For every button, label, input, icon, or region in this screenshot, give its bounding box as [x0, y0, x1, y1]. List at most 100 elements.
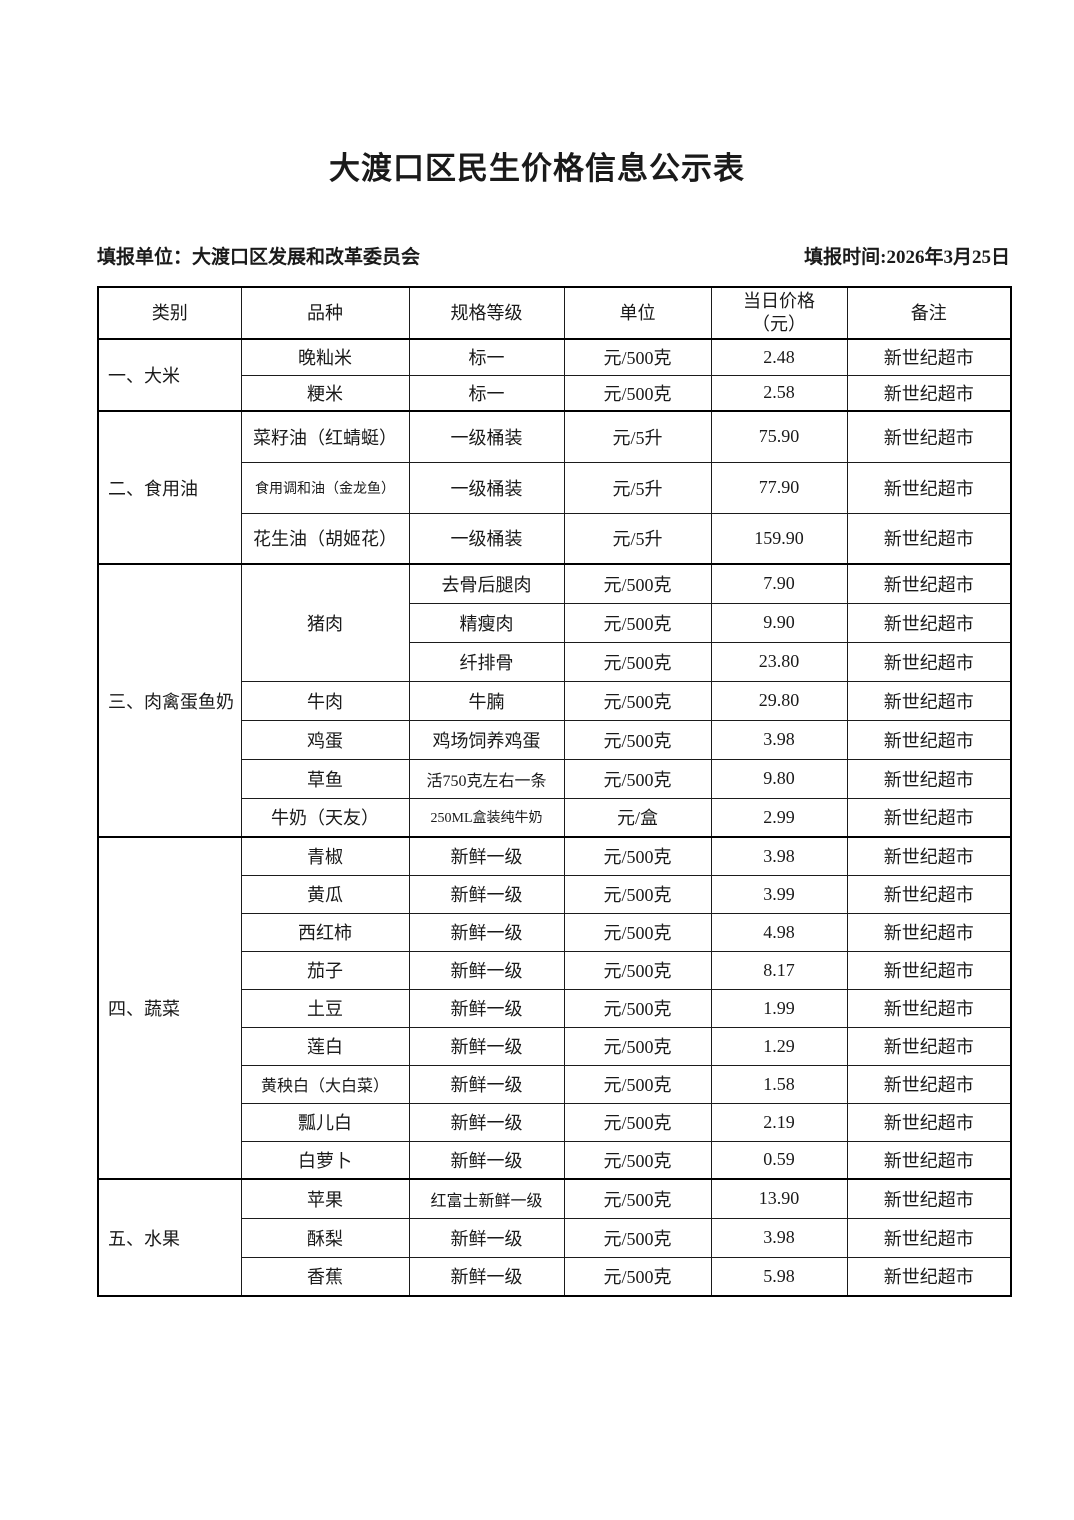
unit-cell: 元/500克: [563, 874, 712, 914]
report-time: 填报时间:2026年3月25日: [804, 247, 1010, 268]
table-row: 五、水果 苹果 红富士新鲜一级 元/500克 13.90 新世纪超市: [97, 1178, 1012, 1297]
unit-cell: 元/500克: [563, 1217, 712, 1258]
price-cell: 0.59: [710, 1140, 848, 1180]
unit-cell: 元/500克: [563, 1064, 712, 1104]
note-cell: 新世纪超市: [846, 641, 1012, 682]
price-cell: 2.58: [710, 374, 848, 412]
table-row: 精瘦肉 元/500克 9.90 新世纪超市: [98, 602, 1012, 643]
variety-cell: 黄秧白（大白菜）: [240, 1064, 410, 1104]
spec-cell: 新鲜一级: [408, 912, 565, 952]
table-row: 瓢儿白 新鲜一级 元/500克 2.19 新世纪超市: [98, 1102, 1012, 1142]
note-cell: 新世纪超市: [846, 719, 1012, 760]
price-cell: 7.90: [710, 563, 848, 604]
note-cell: 新世纪超市: [846, 680, 1012, 721]
spec-cell: 新鲜一级: [408, 1064, 565, 1104]
note-cell: 新世纪超市: [846, 1064, 1012, 1104]
table-row: 莲白 新鲜一级 元/500克 1.29 新世纪超市: [98, 1026, 1012, 1066]
variety-cell: 食用调和油（金龙鱼）: [240, 461, 410, 514]
price-cell: 9.90: [710, 602, 848, 643]
spec-cell: 精瘦肉: [408, 602, 565, 643]
table-row: 鸡蛋 鸡场饲养鸡蛋 元/500克 3.98 新世纪超市: [98, 719, 1012, 760]
price-cell: 1.58: [710, 1064, 848, 1104]
price-cell: 2.99: [710, 797, 848, 838]
unit-cell: 元/500克: [563, 641, 712, 682]
unit-cell: 元/500克: [563, 950, 712, 990]
table-row: 茄子 新鲜一级 元/500克 8.17 新世纪超市: [98, 950, 1012, 990]
variety-cell: 草鱼: [240, 758, 410, 799]
price-cell: 159.90: [710, 512, 848, 565]
category-cell: 二、食用油: [97, 410, 242, 565]
price-cell: 2.19: [710, 1102, 848, 1142]
variety-cell: 花生油（胡姬花）: [240, 512, 410, 565]
note-cell: 新世纪超市: [846, 988, 1012, 1028]
unit-cell: 元/500克: [563, 1026, 712, 1066]
unit-cell: 元/500克: [563, 719, 712, 760]
note-cell: 新世纪超市: [846, 950, 1012, 990]
unit-cell: 元/500克: [563, 338, 712, 376]
table-row: 牛肉 牛腩 元/500克 29.80 新世纪超市: [98, 680, 1012, 721]
unit-cell: 元/500克: [563, 680, 712, 721]
table-row: 二、食用油 菜籽油（红蜻蜓） 一级桶装 元/5升 75.90 新世纪超市: [97, 410, 1012, 565]
spec-cell: 鸡场饲养鸡蛋: [408, 719, 565, 760]
unit-cell: 元/500克: [563, 758, 712, 799]
note-cell: 新世纪超市: [846, 374, 1012, 412]
table-row: 食用调和油（金龙鱼） 一级桶装 元/5升 77.90 新世纪超市: [98, 461, 1012, 514]
unit-cell: 元/500克: [563, 563, 712, 604]
note-cell: 新世纪超市: [846, 912, 1012, 952]
price-cell: 3.99: [710, 874, 848, 914]
spec-cell: 红富士新鲜一级: [408, 1178, 565, 1219]
spec-cell: 纤排骨: [408, 641, 565, 682]
unit-cell: 元/500克: [563, 912, 712, 952]
price-cell: 5.98: [710, 1256, 848, 1297]
price-cell: 1.99: [710, 988, 848, 1028]
variety-cell: 牛肉: [240, 680, 410, 721]
category-cell: 四、蔬菜: [97, 836, 242, 1180]
unit-cell: 元/5升: [563, 410, 712, 463]
spec-cell: 去骨后腿肉: [408, 563, 565, 604]
category-cell: 五、水果: [97, 1178, 242, 1297]
note-cell: 新世纪超市: [846, 1026, 1012, 1066]
spec-cell: 新鲜一级: [408, 1217, 565, 1258]
table-row: 牛奶（天友） 250ML盒装纯牛奶 元/盒 2.99 新世纪超市: [98, 797, 1012, 838]
note-cell: 新世纪超市: [846, 758, 1012, 799]
spec-cell: 新鲜一级: [408, 1026, 565, 1066]
variety-cell: 猪肉: [240, 563, 410, 682]
variety-cell: 香蕉: [240, 1256, 410, 1297]
note-cell: 新世纪超市: [846, 461, 1012, 514]
table-row: 西红柿 新鲜一级 元/500克 4.98 新世纪超市: [98, 912, 1012, 952]
spec-cell: 标一: [408, 374, 565, 412]
table-row: 四、蔬菜 青椒 新鲜一级 元/500克 3.98 新世纪超市: [97, 836, 1012, 1180]
unit-cell: 元/500克: [563, 1256, 712, 1297]
unit-cell: 元/盒: [563, 797, 712, 838]
spec-cell: 一级桶装: [408, 512, 565, 565]
price-cell: 75.90: [710, 410, 848, 463]
price-table: 类别 品种 规格等级 单位 当日价格 （元） 备注 一、大米 晚籼米 标一 元/…: [97, 286, 1012, 1297]
table-row: 三、肉禽蛋鱼奶 猪肉 去骨后腿肉 元/500克 7.90 新世纪超市: [97, 563, 1012, 838]
price-cell: 23.80: [710, 641, 848, 682]
spec-cell: 标一: [408, 338, 565, 376]
report-meta: 填报单位：大渡口区发展和改革委员会 填报时间:2026年3月25日: [97, 246, 1010, 270]
unit-cell: 元/500克: [563, 1178, 712, 1219]
note-cell: 新世纪超市: [846, 874, 1012, 914]
unit-cell: 元/500克: [563, 988, 712, 1028]
note-cell: 新世纪超市: [846, 1102, 1012, 1142]
category-cell: 一、大米: [97, 338, 242, 412]
spec-cell: 一级桶装: [408, 461, 565, 514]
category-cell: 三、肉禽蛋鱼奶: [97, 563, 242, 838]
spec-cell: 新鲜一级: [408, 950, 565, 990]
variety-cell: 粳米: [240, 374, 410, 412]
price-cell: 3.98: [710, 1217, 848, 1258]
variety-cell: 晚籼米: [240, 338, 410, 376]
spec-cell: 新鲜一级: [408, 836, 565, 876]
price-cell: 1.29: [710, 1026, 848, 1066]
variety-cell: 苹果: [240, 1178, 410, 1219]
note-cell: 新世纪超市: [846, 563, 1012, 604]
price-cell: 3.98: [710, 719, 848, 760]
note-cell: 新世纪超市: [846, 602, 1012, 643]
variety-cell: 牛奶（天友）: [240, 797, 410, 838]
unit-cell: 元/500克: [563, 836, 712, 876]
note-cell: 新世纪超市: [846, 1256, 1012, 1297]
page-title: 大渡口区民生价格信息公示表: [329, 151, 745, 186]
table-row: 香蕉 新鲜一级 元/500克 5.98 新世纪超市: [98, 1256, 1012, 1297]
unit-cell: 元/500克: [563, 1102, 712, 1142]
